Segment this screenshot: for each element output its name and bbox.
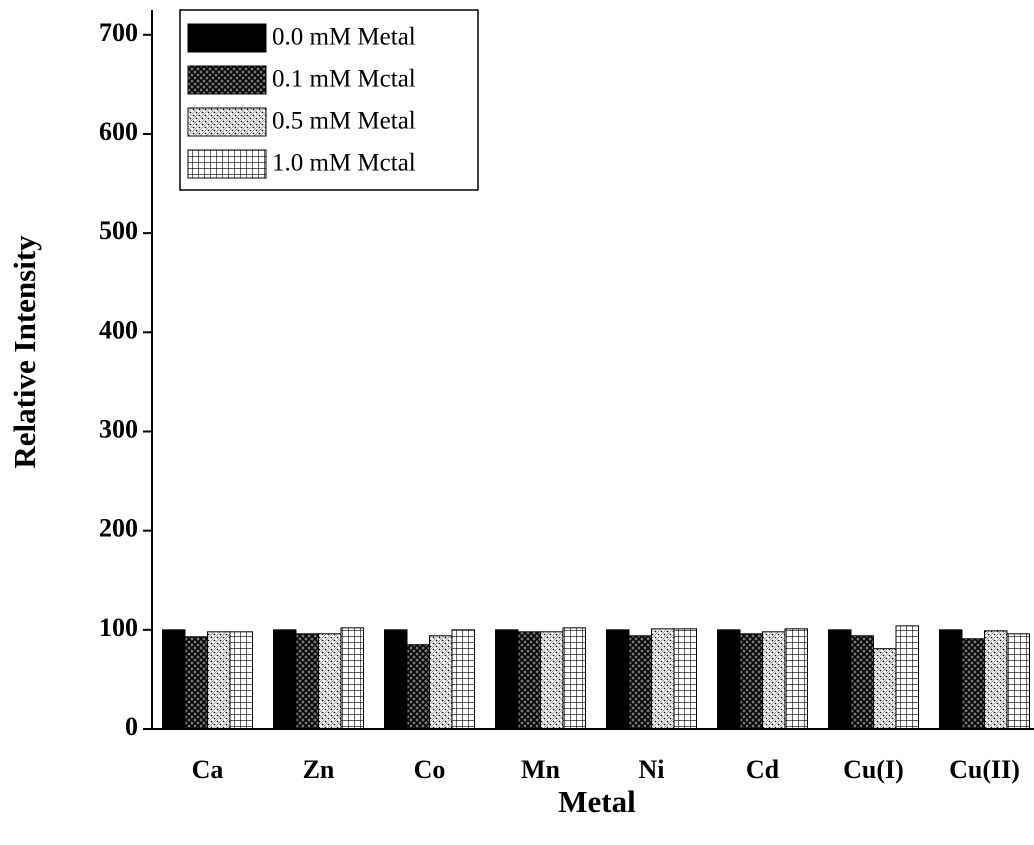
bar — [273, 629, 297, 730]
bar — [184, 636, 208, 730]
bar — [828, 629, 852, 730]
legend-label: 0.5 mM Metal — [272, 108, 416, 135]
legend-swatch — [187, 65, 267, 95]
legend-swatch — [187, 23, 267, 53]
bar — [495, 629, 519, 730]
y-tick-label: 500 — [99, 216, 138, 245]
bar — [562, 627, 586, 730]
bar — [762, 631, 786, 730]
bar — [207, 631, 231, 730]
y-axis-title: Relative Intensity — [7, 235, 42, 469]
bar — [295, 633, 319, 730]
y-tick-label: 400 — [99, 315, 138, 344]
bar — [429, 635, 453, 730]
bar — [318, 633, 342, 730]
bar — [628, 635, 652, 730]
y-tick-label: 200 — [99, 514, 138, 543]
bar — [651, 628, 675, 730]
bar — [1006, 633, 1030, 730]
y-tick-label: 300 — [99, 414, 138, 443]
legend-label: 0.1 mM Mctal — [272, 66, 416, 93]
legend-swatch — [187, 149, 267, 179]
legend-label: 1.0 mM Mctal — [272, 150, 416, 177]
legend-label: 0.0 mM Metal — [272, 24, 416, 51]
y-tick-label: 100 — [99, 613, 138, 642]
x-tick-label: Mn — [521, 755, 561, 784]
bar — [406, 644, 430, 730]
bar — [229, 631, 253, 730]
bar — [606, 629, 630, 730]
bar — [784, 628, 808, 730]
bar — [517, 631, 541, 730]
x-tick-label: Zn — [303, 755, 335, 784]
x-tick-label: Cu(I) — [843, 755, 904, 784]
bar — [939, 629, 963, 730]
bar — [739, 633, 763, 730]
x-tick-label: Cu(II) — [949, 755, 1020, 784]
bar — [984, 630, 1008, 730]
x-tick-label: Ca — [192, 755, 224, 784]
bar — [340, 627, 364, 730]
bar — [895, 625, 919, 730]
y-tick-label: 600 — [99, 117, 138, 146]
x-tick-label: Cd — [746, 755, 780, 784]
bar — [717, 629, 741, 730]
y-tick-label: 700 — [99, 18, 138, 47]
bar — [540, 631, 564, 730]
bar — [384, 629, 408, 730]
bar — [451, 629, 475, 730]
legend-swatch — [187, 107, 267, 137]
y-tick-label: 0 — [125, 712, 138, 741]
x-tick-label: Co — [414, 755, 446, 784]
bar — [873, 648, 897, 730]
x-tick-label: Ni — [639, 755, 665, 784]
x-axis-title: Metal — [558, 784, 636, 819]
bar — [162, 629, 186, 730]
bar — [961, 638, 985, 730]
bar — [850, 635, 874, 730]
bar — [673, 628, 697, 730]
